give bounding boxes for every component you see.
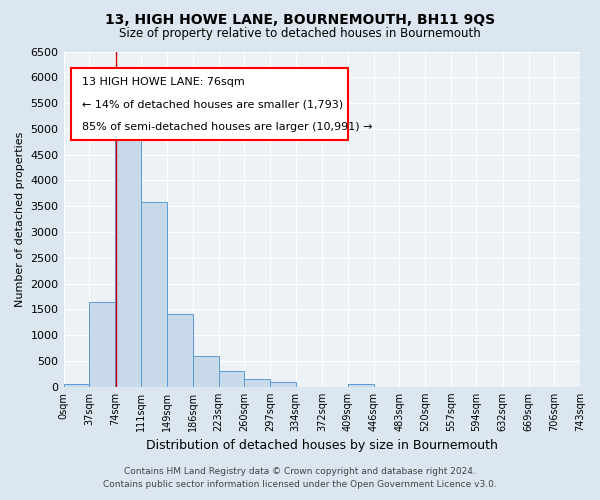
Bar — [167, 314, 193, 387]
Text: Size of property relative to detached houses in Bournemouth: Size of property relative to detached ho… — [119, 28, 481, 40]
Bar — [115, 124, 140, 387]
Bar — [244, 379, 270, 387]
Text: ← 14% of detached houses are smaller (1,793): ← 14% of detached houses are smaller (1,… — [82, 100, 343, 110]
X-axis label: Distribution of detached houses by size in Bournemouth: Distribution of detached houses by size … — [146, 440, 498, 452]
Text: 85% of semi-detached houses are larger (10,991) →: 85% of semi-detached houses are larger (… — [82, 122, 372, 132]
Y-axis label: Number of detached properties: Number of detached properties — [15, 132, 25, 307]
Bar — [348, 384, 374, 387]
Text: 13, HIGH HOWE LANE, BOURNEMOUTH, BH11 9QS: 13, HIGH HOWE LANE, BOURNEMOUTH, BH11 9Q… — [105, 12, 495, 26]
Bar — [218, 372, 244, 387]
Bar — [270, 382, 296, 387]
Bar — [140, 202, 167, 387]
FancyBboxPatch shape — [71, 68, 347, 140]
Text: Contains HM Land Registry data © Crown copyright and database right 2024.
Contai: Contains HM Land Registry data © Crown c… — [103, 468, 497, 489]
Bar — [193, 356, 218, 387]
Bar — [89, 302, 115, 387]
Bar — [64, 384, 89, 387]
Text: 13 HIGH HOWE LANE: 76sqm: 13 HIGH HOWE LANE: 76sqm — [82, 76, 244, 86]
